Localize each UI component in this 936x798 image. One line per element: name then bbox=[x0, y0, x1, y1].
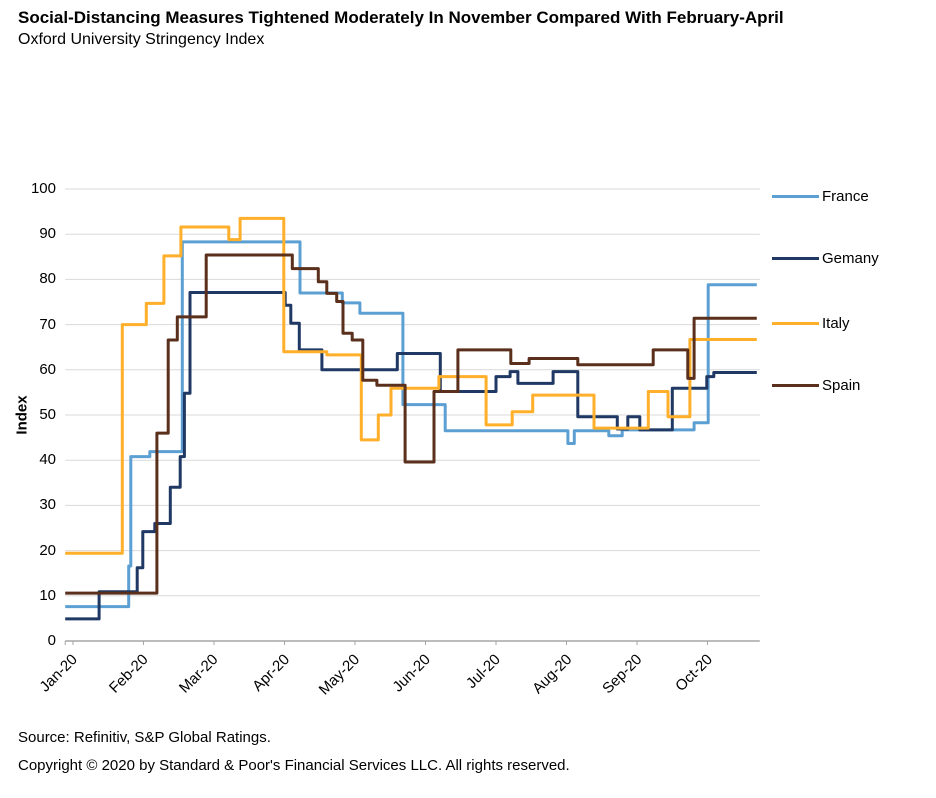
series-line-spain bbox=[65, 253, 757, 595]
y-tick-label: 70 bbox=[39, 316, 56, 333]
legend-line-france bbox=[772, 194, 819, 198]
legend-item-france: France bbox=[772, 187, 869, 205]
series-line-france bbox=[65, 240, 757, 609]
y-tick-label: 60 bbox=[39, 361, 56, 378]
footer-copyright: Copyright © 2020 by Standard & Poor's Fi… bbox=[18, 757, 570, 774]
series-line-italy bbox=[65, 216, 757, 555]
y-tick-label: 40 bbox=[39, 451, 56, 468]
legend-label: Italy bbox=[822, 314, 850, 332]
y-tick-label: 50 bbox=[39, 406, 56, 423]
legend-line-germany bbox=[772, 256, 819, 260]
footer-source: Source: Refinitiv, S&P Global Ratings. bbox=[18, 729, 271, 746]
page-title: Social-Distancing Measures Tightened Mod… bbox=[18, 8, 784, 27]
y-tick-label: 0 bbox=[47, 632, 56, 649]
page-subtitle: Oxford University Stringency Index bbox=[18, 31, 265, 48]
legend-line-spain bbox=[772, 383, 819, 387]
legend-label: Gemany bbox=[822, 249, 879, 267]
legend-item-germany: Gemany bbox=[772, 249, 879, 267]
legend-line-italy bbox=[772, 321, 819, 325]
y-tick-label: 80 bbox=[39, 270, 56, 287]
y-tick-label: 90 bbox=[39, 225, 56, 242]
y-tick-label: 10 bbox=[39, 587, 56, 604]
legend-label: France bbox=[822, 187, 869, 205]
legend-item-italy: Italy bbox=[772, 314, 850, 332]
y-tick-label: 20 bbox=[39, 542, 56, 559]
legend-item-spain: Spain bbox=[772, 376, 860, 394]
y-tick-label: 100 bbox=[30, 180, 56, 197]
legend-label: Spain bbox=[822, 376, 861, 394]
y-tick-label: 30 bbox=[39, 496, 56, 513]
series-line-gemany bbox=[65, 291, 757, 621]
